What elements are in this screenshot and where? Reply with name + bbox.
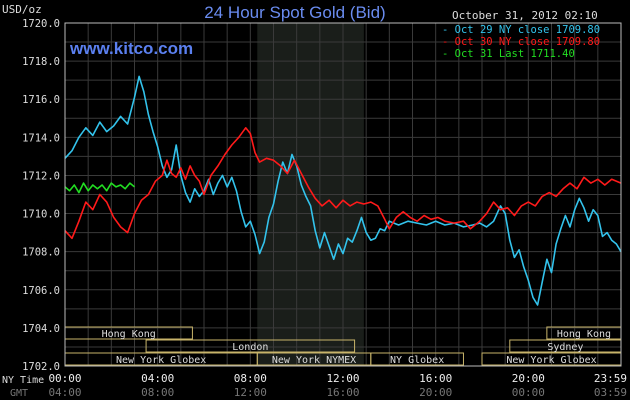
legend-entry-oct30: - Oct 30 NY close 1709.80	[442, 36, 600, 48]
series-line-0	[64, 75, 622, 306]
trading-sessions: Hong Kong Hong Kong London Sydney New York G…	[64, 326, 622, 366]
y-tick-label: 1720.0	[22, 18, 60, 30]
x-tick-label-gmt: 08:00	[141, 386, 174, 399]
x-tick-label-ny: 16:00	[419, 372, 452, 385]
x-axis-ticks: 00:00 04:00 08:00 12:00 16:00 20:00 23:5904:00…	[48, 372, 627, 399]
y-tick-label: 1704.0	[22, 323, 60, 335]
chart-title: 24 Hour Spot Gold (Bid)	[204, 3, 385, 22]
plot-frame	[64, 22, 622, 367]
session-label: NY Globex	[390, 355, 444, 366]
series-line-2	[64, 182, 136, 194]
x-tick-label-gmt: 03:59	[594, 386, 627, 399]
session-label: New York Globex	[506, 355, 596, 366]
series-lines	[64, 75, 622, 306]
legend: - Oct 29 NY close 1709.80 - Oct 30 NY cl…	[442, 24, 600, 60]
gmt-label: GMT	[10, 388, 28, 399]
y-tick-label: 1712.0	[22, 170, 60, 182]
y-tick-label: 1706.0	[22, 285, 60, 297]
x-tick-label-gmt: 16:00	[326, 386, 359, 399]
y-tick-label: 1714.0	[22, 132, 60, 144]
session-bar	[370, 352, 464, 366]
session-label: Sydney	[547, 342, 583, 353]
grid	[65, 23, 621, 366]
legend-entry-oct29: - Oct 29 NY close 1709.80	[442, 24, 600, 36]
ny-time-label: NY Time	[2, 375, 44, 386]
y-tick-label: 1702.0	[22, 361, 60, 373]
x-tick-label-ny: 20:00	[512, 372, 545, 385]
legend-bullet: -	[442, 36, 455, 48]
y-tick-label: 1716.0	[22, 94, 60, 106]
legend-bullet: -	[442, 24, 455, 36]
x-tick-label-ny: 08:00	[234, 372, 267, 385]
session-label: Hong Kong	[557, 329, 611, 340]
session-label: New York Globex	[116, 355, 206, 366]
session-label: London	[232, 342, 268, 353]
session-label: Hong Kong	[102, 329, 156, 340]
legend-label: Oct 31 Last 1711.40	[455, 48, 575, 60]
legend-label: Oct 30 NY close 1709.80	[455, 36, 600, 48]
legend-entry-oct31: - Oct 31 Last 1711.40	[442, 48, 575, 60]
x-tick-label-gmt: 00:00	[512, 386, 545, 399]
x-tick-label-gmt: 04:00	[48, 386, 81, 399]
session-bar	[145, 339, 356, 353]
x-tick-label-ny: 00:00	[48, 372, 81, 385]
kitco-watermark: www.kitco.com	[69, 39, 193, 58]
legend-label: Oct 29 NY close 1709.80	[455, 24, 600, 36]
x-tick-label-gmt: 12:00	[234, 386, 267, 399]
legend-bullet: -	[442, 48, 455, 60]
y-tick-label: 1710.0	[22, 209, 60, 221]
y-axis-label: USD/oz	[2, 3, 42, 16]
session-label: New York NYMEX	[272, 355, 356, 366]
x-tick-label-gmt: 20:00	[419, 386, 452, 399]
y-axis-ticks: 1720.0 1718.0 1716.0 1714.0 1712.0 1710.0 1708…	[22, 18, 60, 373]
x-tick-label-ny: 12:00	[326, 372, 359, 385]
y-tick-label: 1718.0	[22, 56, 60, 68]
x-tick-label-ny: 23:59	[594, 372, 627, 385]
x-tick-label-ny: 04:00	[141, 372, 174, 385]
y-tick-label: 1708.0	[22, 247, 60, 259]
chart-timestamp: October 31, 2012 02:10	[452, 9, 598, 22]
series-line-1	[64, 127, 622, 240]
